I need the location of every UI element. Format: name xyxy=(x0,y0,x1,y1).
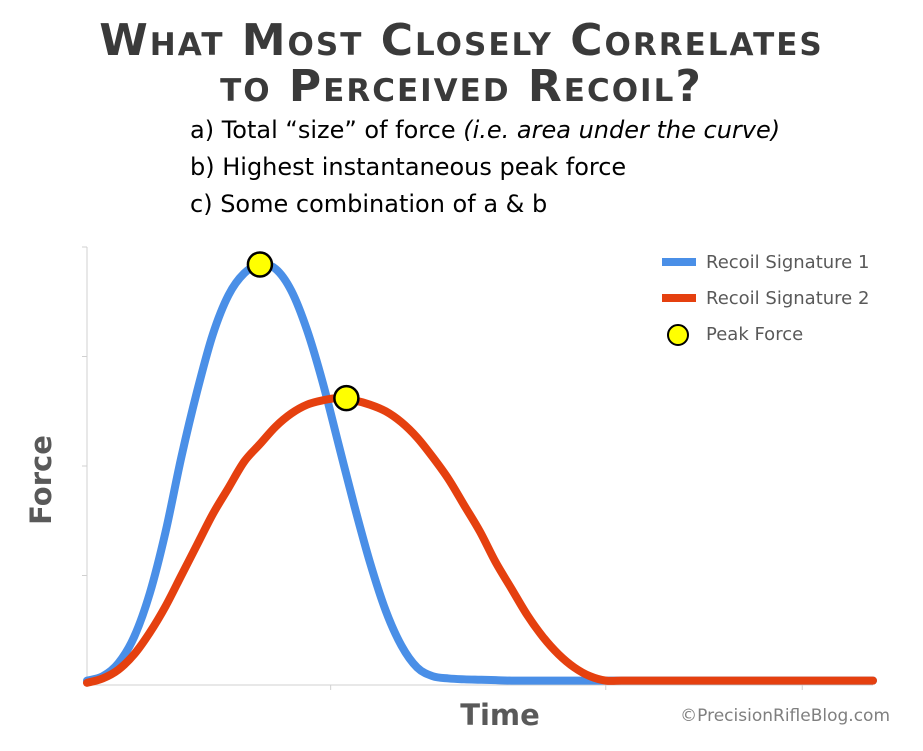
legend-peak-marker xyxy=(667,324,689,346)
legend-label-signature-1: Recoil Signature 1 xyxy=(706,252,870,273)
series-line-signature-2 xyxy=(83,394,877,687)
x-axis-label: Time xyxy=(460,698,540,732)
peak-layer xyxy=(246,251,360,412)
chart-axes xyxy=(82,246,873,690)
chart-title: What Most Closely Correlates to Perceive… xyxy=(0,18,923,110)
question-list: a) Total “size” of force (i.e. area unde… xyxy=(190,112,780,223)
y-axis-label: Force xyxy=(24,435,58,525)
question-b: b) Highest instantaneous peak force xyxy=(190,153,627,181)
title-line-2: to Perceived Recoil? xyxy=(220,61,703,112)
peak-marker-2 xyxy=(333,384,360,412)
legend-swatch-signature-2 xyxy=(662,294,696,302)
question-a-main: a) Total “size” of force xyxy=(190,116,464,144)
legend-label-signature-2: Recoil Signature 2 xyxy=(706,288,870,309)
question-a-note: (i.e. area under the curve) xyxy=(463,116,781,144)
question-c: c) Some combination of a & b xyxy=(190,190,548,218)
series-layer xyxy=(83,260,877,687)
question-a: a) Total “size” of force (i.e. area unde… xyxy=(190,112,780,149)
copyright-credit: ©PrecisionRifleBlog.com xyxy=(680,706,890,726)
legend-label-peak-force: Peak Force xyxy=(706,324,804,345)
legend-swatch-signature-1 xyxy=(662,258,696,266)
title-line-1: What Most Closely Correlates xyxy=(99,15,824,66)
peak-marker-1 xyxy=(246,251,274,278)
